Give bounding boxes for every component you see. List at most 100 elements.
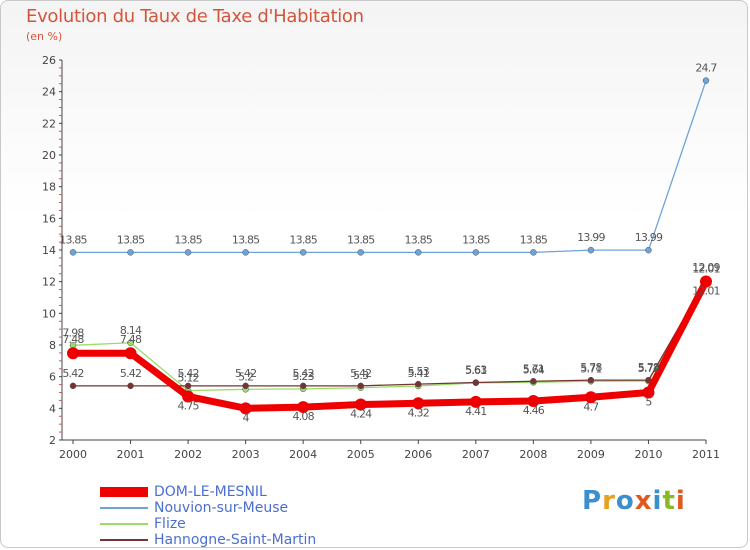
series-point-0 [354,398,367,411]
data-label: 4.08 [293,410,315,423]
x-tick-label: 2003 [232,448,260,461]
data-label: 5.53 [408,365,430,378]
data-label: 7.48 [62,333,84,346]
legend-label: Flize [154,516,186,532]
data-label: 5.23 [293,370,315,383]
series-point-0 [527,395,540,408]
legend-label: Nouvion-sur-Meuse [154,500,289,516]
series-line-3 [72,279,707,387]
data-label: 5.42 [350,367,371,380]
data-label: 4.32 [408,406,429,419]
proxiti-logo: Proxiti [582,486,686,516]
data-label: 5.64 [523,363,545,376]
data-label: 5.42 [120,367,141,380]
data-label: 4.75 [177,399,199,412]
series-point-1 [415,249,422,256]
series-point-0 [124,347,137,360]
data-label: 12.09 [692,261,720,274]
data-label: 13.85 [232,233,260,246]
data-label: 12.01 [692,285,720,298]
logo-letter: i [675,486,686,516]
series-lines [67,77,712,415]
y-tick-label: 26 [42,54,56,67]
y-tick-label: 10 [42,307,56,320]
data-label: 4.7 [583,400,599,413]
legend-label: Hannogne-Saint-Martin [154,532,317,548]
series-point-3 [127,382,134,390]
x-tick-label: 2006 [404,448,432,461]
y-tick-label: 18 [42,181,56,194]
data-label: 5.78 [638,361,660,374]
data-label: 4 [243,411,250,424]
data-label: 13.85 [520,233,548,246]
data-label: 13.85 [117,233,145,246]
series-point-1 [702,77,710,84]
data-label: 5.71 [580,362,601,375]
data-label: 7.48 [120,333,142,346]
data-label: 5.78 [580,361,602,374]
data-label: 5.42 [62,367,83,380]
x-tick-label: 2000 [59,448,87,461]
chart-subtitle: (en %) [26,30,63,43]
data-label: 5.72 [638,362,659,375]
legend-swatch [100,487,148,497]
series-point-0 [584,391,597,404]
x-tick-label: 2009 [577,448,605,461]
data-label: 5.71 [523,362,544,375]
series-point-0 [469,395,482,408]
series-point-0 [412,397,425,410]
series-point-0 [67,347,79,360]
series-point-1 [645,246,652,254]
series-point-3 [530,378,537,385]
y-tick-label: 8 [49,339,56,352]
series-line-2 [72,280,707,392]
logo-letter: x [634,486,653,516]
data-label: 24.7 [695,62,717,75]
data-label: 4.46 [523,404,545,417]
data-label: 5.63 [465,364,487,377]
y-tick-label: 6 [49,371,56,384]
x-tick-label: 2008 [519,448,547,461]
series-point-2 [127,339,134,347]
data-label: 5.3 [353,369,369,382]
data-label: 5.61 [465,364,486,377]
y-tick-label: 2 [49,434,56,447]
data-label: 13.85 [174,233,202,246]
series-point-1 [184,249,192,256]
x-tick-label: 2004 [289,448,317,461]
logo-letter: i [652,486,663,516]
series-point-0 [642,386,655,399]
data-label: 13.99 [635,231,663,244]
data-label: 13.99 [577,231,605,244]
series-point-1 [587,246,595,254]
data-label: 5.42 [235,367,256,380]
series-point-0 [297,401,310,414]
logo-letter: P [582,486,603,516]
series-point-1 [472,249,480,256]
series-point-3 [472,379,480,386]
x-tick-label: 2005 [347,448,375,461]
data-label: 12.01 [692,263,720,276]
series-point-3 [357,382,364,390]
data-label: 4.24 [350,408,372,421]
x-tick-label: 2010 [634,448,662,461]
data-label: 5.42 [177,367,198,380]
y-tick-label: 4 [49,402,56,415]
legend-swatch [100,523,148,525]
data-label: 5.41 [408,367,429,380]
y-tick-label: 12 [42,276,56,289]
y-tick-label: 16 [42,212,56,225]
logo-letter: o [615,486,635,516]
data-label: 5.2 [238,370,253,383]
data-label: 13.85 [462,233,490,246]
series-point-3 [69,382,77,390]
data-label: 7.98 [62,326,84,339]
series-point-1 [69,249,77,256]
logo-letter: r [602,486,616,516]
y-tick-label: 22 [42,117,56,130]
series-point-1 [357,249,364,256]
series-point-1 [242,249,249,256]
